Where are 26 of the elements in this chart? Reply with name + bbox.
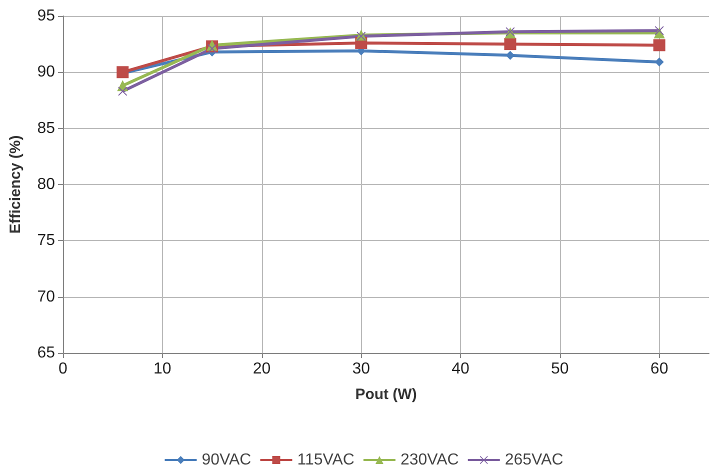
point [504, 38, 516, 50]
y-tick-label: 80 [37, 176, 56, 193]
x-tick-label: 20 [252, 360, 271, 378]
point [118, 86, 128, 96]
legend-label: 230VAC [400, 452, 459, 468]
point [208, 44, 217, 54]
x-tick-label: 50 [551, 360, 569, 378]
y-tick-label: 90 [37, 64, 56, 81]
x-tick-label: 30 [352, 360, 370, 378]
y-tick-label: 65 [37, 344, 56, 362]
x-tick-label: 10 [153, 360, 172, 378]
y-tick-label: 70 [37, 288, 56, 306]
y-tick-label: 95 [37, 8, 56, 24]
legend-label: 90VAC [202, 452, 252, 468]
x-tick-label: 0 [58, 360, 68, 378]
point [653, 39, 666, 52]
x-tick-label: 40 [452, 360, 470, 378]
legend-label: 115VAC [297, 452, 354, 468]
point [654, 26, 664, 36]
legend-label: 265VAC [504, 452, 564, 468]
y-tick-label: 75 [37, 232, 56, 250]
y-tick-label: 85 [37, 120, 56, 137]
x-axis-title: Pout (W) [355, 386, 417, 403]
x-tick-label: 60 [650, 360, 668, 378]
y-axis-title: Efficiency (%) [7, 135, 24, 234]
point [116, 66, 129, 78]
